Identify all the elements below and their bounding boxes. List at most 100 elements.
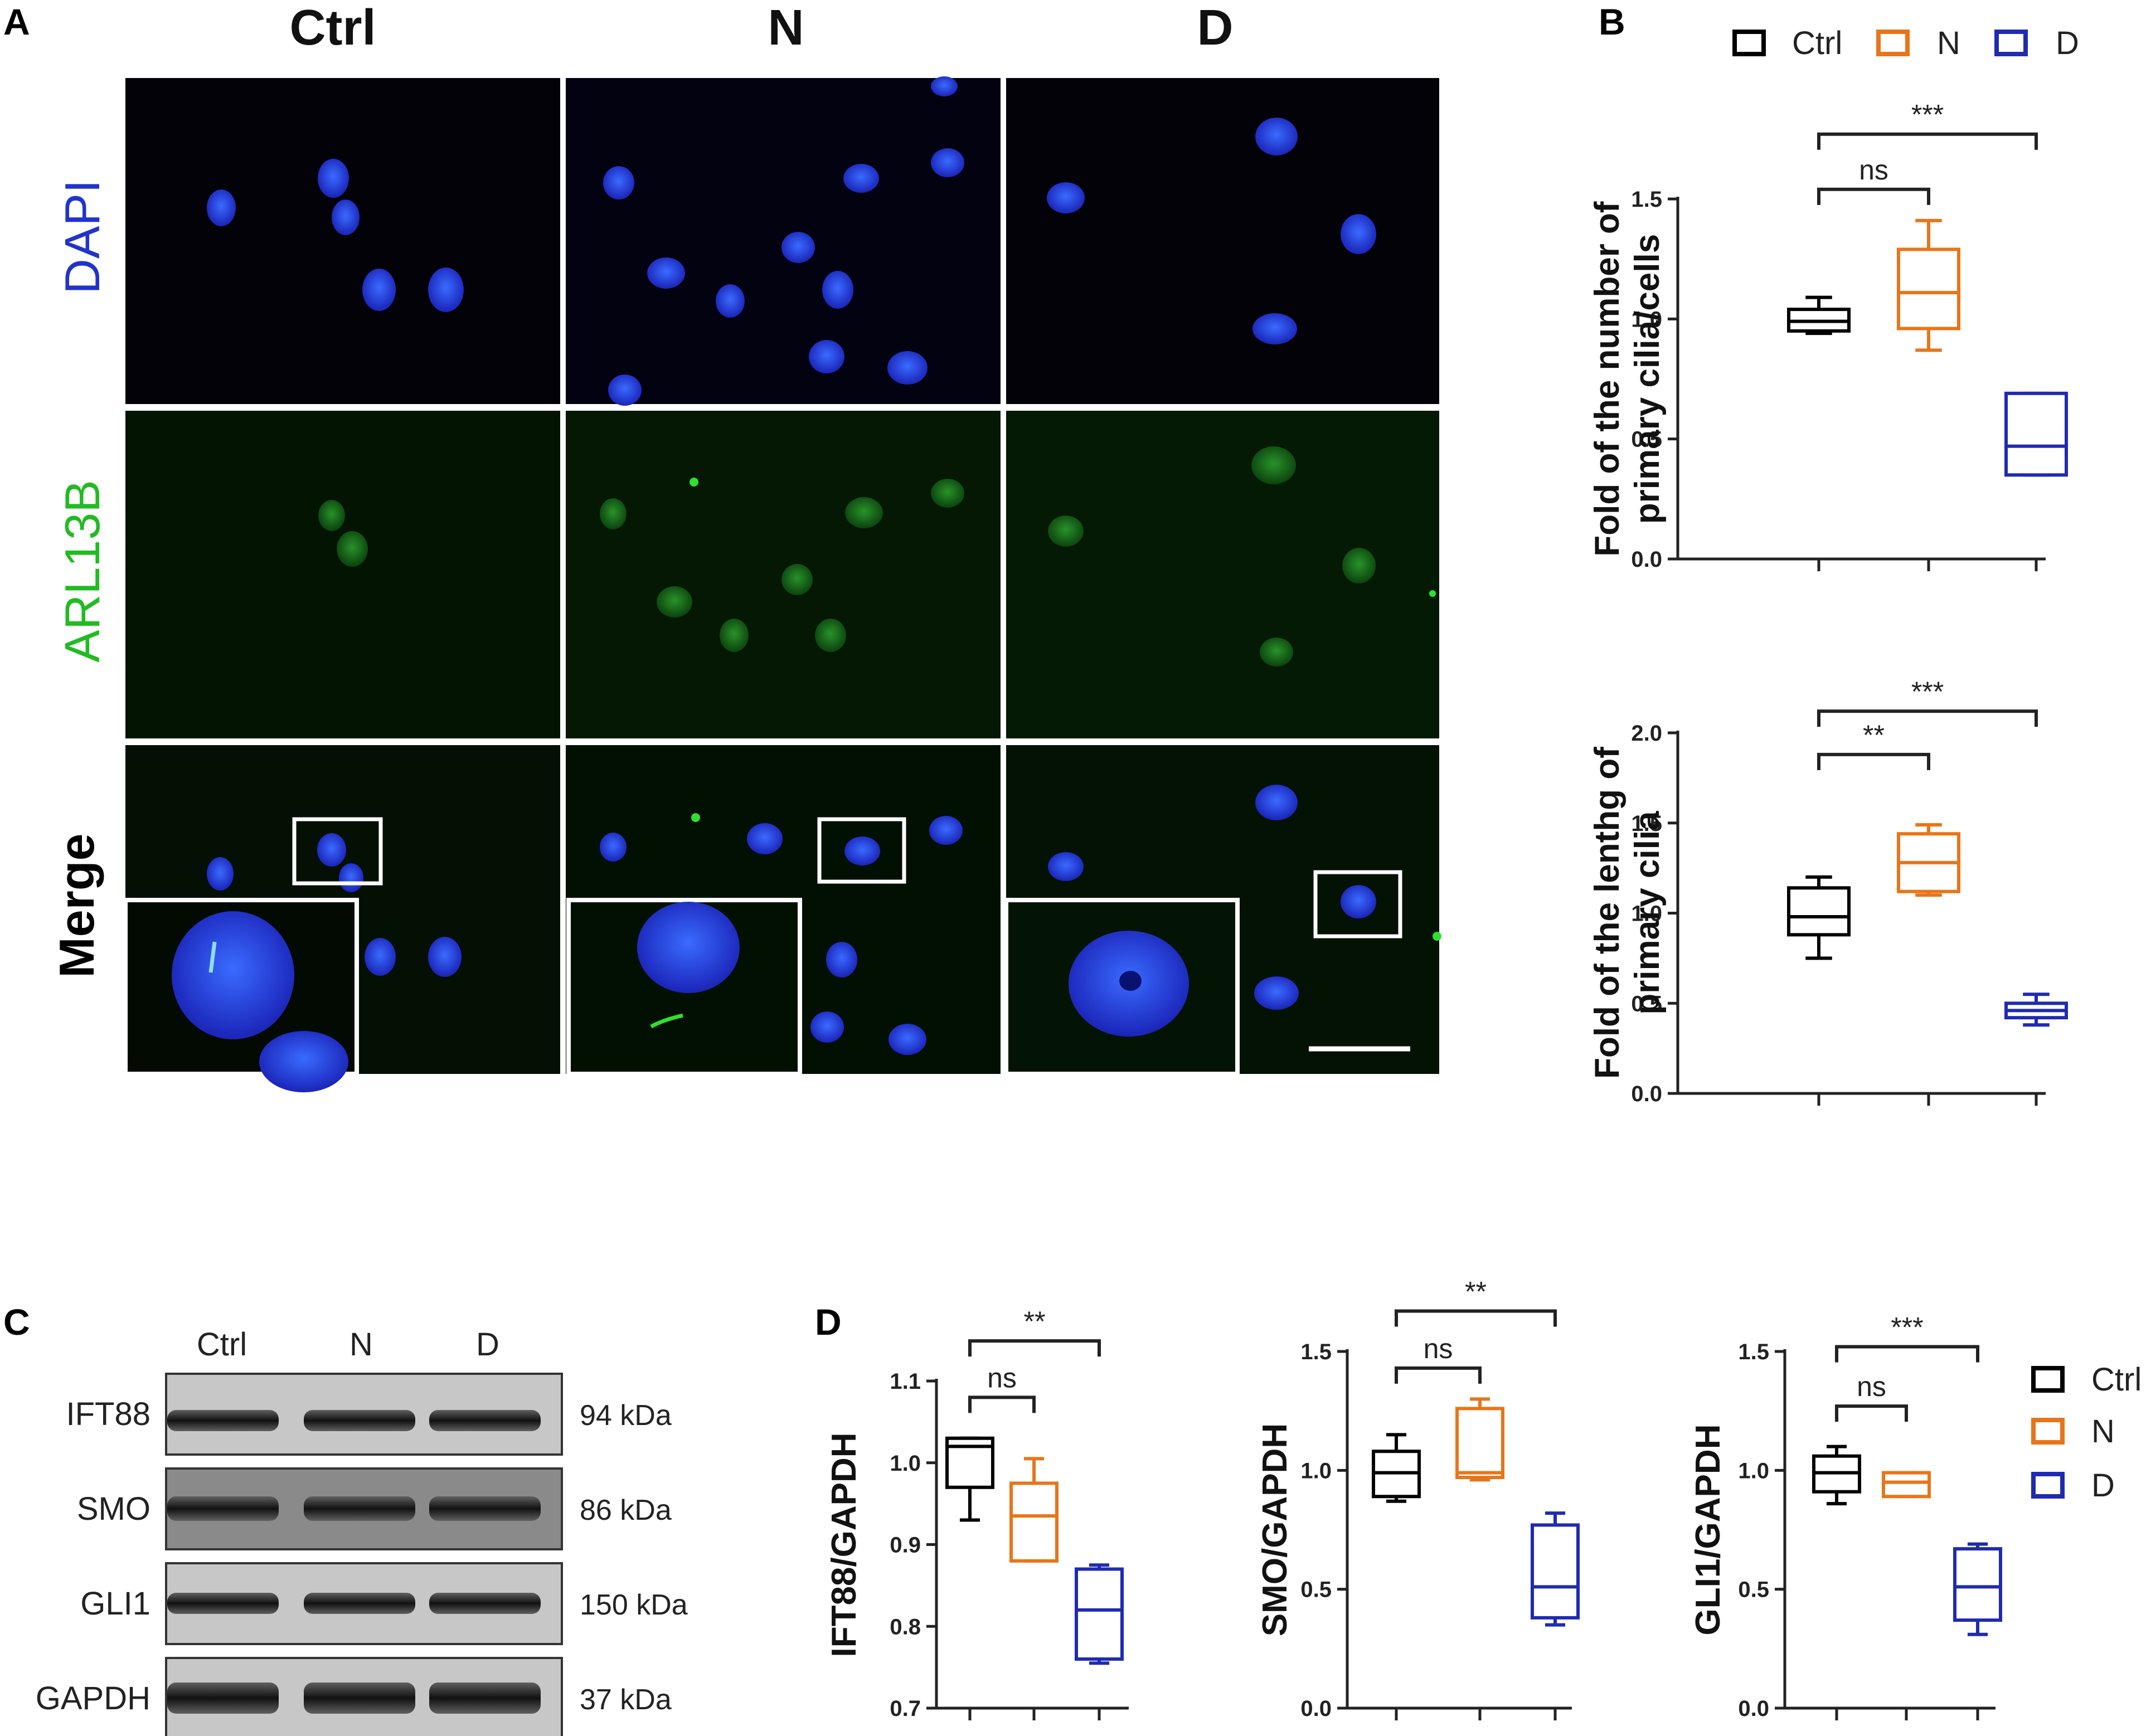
wb-band [304, 1682, 415, 1714]
wb-size-label: 150 kDa [580, 1589, 688, 1621]
significance-label: ** [1863, 719, 1885, 751]
y-tick-label: 1.5 [1300, 1340, 1332, 1364]
wb-band [429, 1496, 541, 1521]
significance-bracket [1835, 1404, 1908, 1422]
legend-bottom-n-swatch [2031, 1418, 2065, 1445]
wb-lane-d: D [476, 1326, 499, 1363]
y-tick-label: 0.7 [890, 1696, 921, 1721]
y-axis-label: IFT88/GAPDH [825, 1432, 863, 1657]
wb-protein-label: GAPDH [36, 1680, 150, 1716]
significance-label: ns [1859, 154, 1888, 186]
y-tick-label: 0.5 [1738, 1578, 1769, 1602]
y-tick-label: 0.0 [1300, 1696, 1332, 1721]
wb-row-smo: SMO 86 kDa [77, 1467, 672, 1550]
significance-bracket [968, 1339, 1101, 1357]
legend-top-d-label: D [2056, 25, 2079, 61]
row-label-arl13b: ARL13B [55, 480, 110, 663]
chart-gli1: 0.0 0.5 1.0 1.5 GLI1/GAPDH ns*** [1689, 1311, 2002, 1721]
wb-protein-label: GLI1 [80, 1586, 150, 1622]
y-tick-label: 1.5 [1631, 811, 1662, 836]
box-d [1953, 1547, 2002, 1622]
wb-band [304, 1593, 415, 1614]
legend-bottom-n-label: N [2091, 1413, 2115, 1450]
chart-ift88: 0.7 0.8 0.9 1.0 1.1 IFT88/GAPDH ns** [825, 1306, 1129, 1721]
significance-label: ** [1465, 1276, 1487, 1307]
y-tick-label: 0.5 [1631, 427, 1662, 452]
wb-band [167, 1410, 279, 1431]
legend-top-n-label: N [1937, 25, 1960, 61]
chart-smo: 0.0 0.5 1.0 1.5 SMO/GAPDH ns ** [1256, 1276, 1580, 1721]
legend-top-ctrl-swatch [1732, 30, 1766, 56]
box-n [1897, 247, 1960, 330]
legend-top-n-swatch [1876, 30, 1910, 56]
roi-box-n [817, 817, 906, 884]
wb-protein-label: SMO [77, 1491, 150, 1527]
significance-bracket [1817, 752, 1930, 770]
wb-row-gli1: GLI1 150 kDa [80, 1562, 688, 1645]
legend-bottom-ctrl-label: Ctrl [2091, 1361, 2142, 1398]
panel-label-a: A [3, 1, 30, 42]
roi-box-ctrl [292, 817, 383, 886]
wb-band [167, 1496, 279, 1521]
y-tick-label: 0.5 [1300, 1578, 1332, 1602]
wb-band [304, 1410, 415, 1431]
wb-band [167, 1593, 279, 1614]
wb-band [429, 1593, 541, 1614]
significance-label: ns [987, 1362, 1017, 1393]
y-axis-label: Fold of the lenthg ofprimary cilia [1588, 747, 1667, 1079]
wb-lane-n: N [349, 1326, 373, 1363]
y-axis-label-line: Fold of the number of [1588, 201, 1627, 556]
y-tick-label: 2.0 [1631, 721, 1662, 746]
significance-label: *** [1911, 99, 1944, 130]
column-header-n: N [768, 0, 804, 56]
y-tick-label: 1.1 [890, 1369, 921, 1394]
micrograph-grid [123, 76, 1441, 1092]
legend-bottom-d-label: D [2091, 1467, 2115, 1504]
micrograph-arl13b-ctrl [125, 411, 560, 738]
wb-size-label: 86 kDa [580, 1494, 672, 1526]
box-n [1009, 1481, 1059, 1563]
panel-label-d: D [815, 1301, 842, 1343]
y-axis-label-line: Fold of the lenthg of [1588, 747, 1627, 1079]
box-n [1455, 1407, 1504, 1480]
row-label-merge: Merge [49, 833, 104, 978]
y-tick-label: 0.9 [890, 1533, 921, 1558]
significance-bracket [1817, 132, 2038, 150]
legend-top-d-swatch [1994, 30, 2028, 56]
wb-row-ift88: IFT88 94 kDa [66, 1373, 672, 1456]
wb-size-label: 94 kDa [580, 1399, 672, 1432]
significance-label: ns [1424, 1333, 1453, 1364]
y-tick-label: 0.0 [1631, 547, 1662, 572]
row-label-dapi: DAPI [55, 179, 110, 294]
column-header-d: D [1197, 0, 1234, 56]
y-tick-label: 1.5 [1631, 187, 1662, 212]
wb-size-label: 37 kDa [580, 1684, 672, 1716]
western-blot: Ctrl N D IFT88 94 kDa SMO 86 kDa GLI1 150 kDa… [36, 1326, 688, 1736]
y-tick-label: 1.0 [1738, 1458, 1769, 1483]
y-axis-label: Fold of the number ofprimary cilia/cells [1588, 201, 1667, 556]
y-axis-label: SMO/GAPDH [1256, 1423, 1294, 1636]
significance-label: ns [1857, 1371, 1886, 1402]
y-axis-label-line: primary cilia [1628, 811, 1667, 1015]
micrograph-arl13b-d [1006, 411, 1439, 738]
significance-label: *** [1891, 1311, 1923, 1343]
wb-lane-ctrl: Ctrl [197, 1326, 247, 1363]
y-axis-label: GLI1/GAPDH [1689, 1424, 1727, 1636]
legend-top-ctrl-label: Ctrl [1792, 25, 1842, 61]
box-d [2004, 391, 2068, 477]
significance-bracket [1395, 1366, 1482, 1384]
significance-label: ** [1024, 1306, 1046, 1337]
inset-ctrl [123, 898, 359, 1092]
micrograph-dapi-ctrl [125, 78, 560, 404]
inset-n [566, 898, 802, 1076]
box-d [1531, 1523, 1580, 1620]
legend-top: Ctrl N D [1732, 25, 2079, 61]
y-tick-label: 1.5 [1738, 1340, 1769, 1364]
inset-d [1004, 898, 1240, 1076]
panel-label-c: C [3, 1301, 30, 1343]
wb-row-gapdh: GAPDH 37 kDa [36, 1657, 672, 1736]
roi-box-d [1313, 870, 1402, 938]
y-tick-label: 0.5 [1631, 991, 1662, 1016]
